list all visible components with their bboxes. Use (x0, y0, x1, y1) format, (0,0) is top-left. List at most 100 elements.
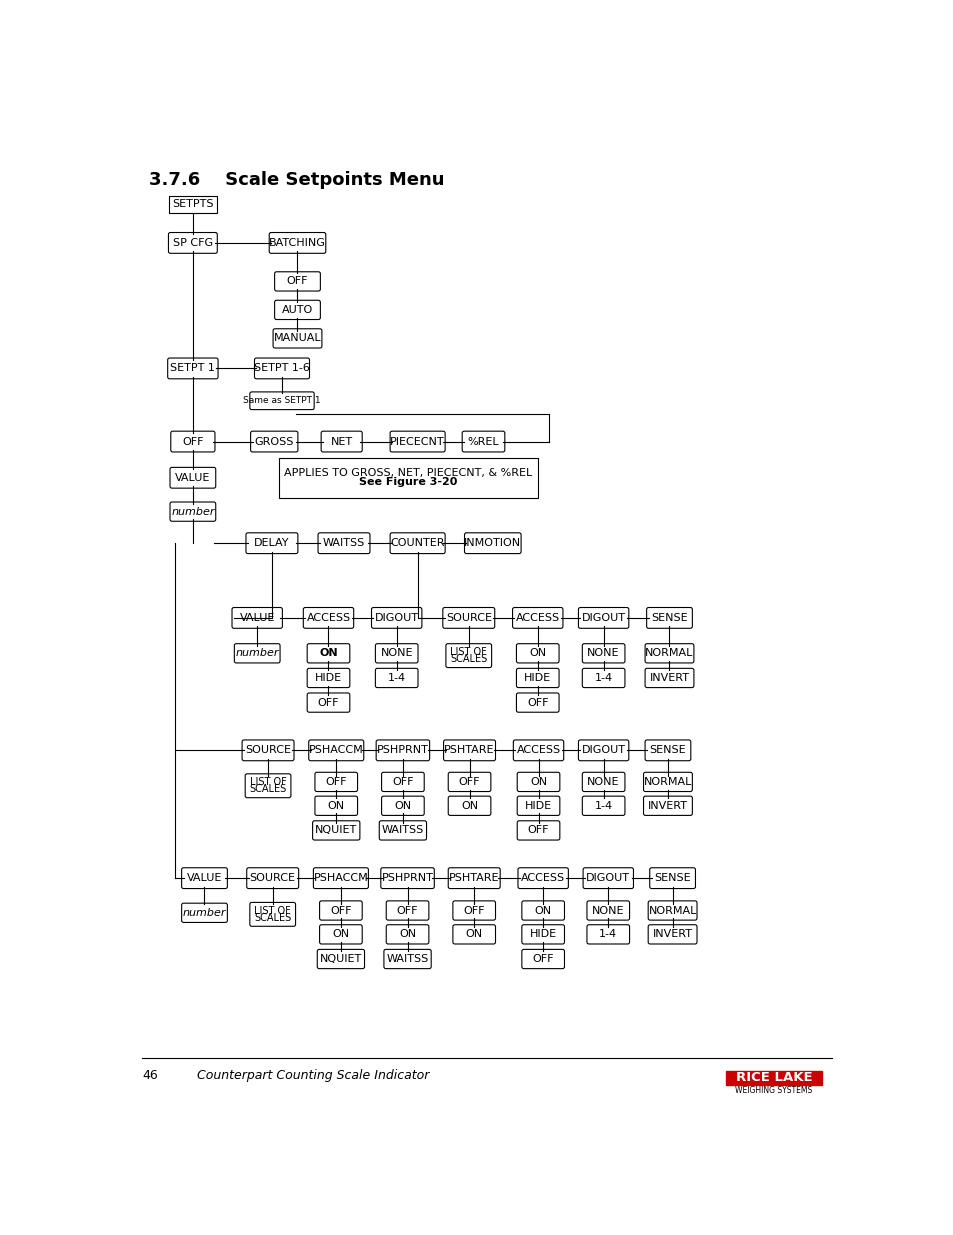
Text: ON: ON (332, 930, 349, 940)
Text: ON: ON (465, 930, 482, 940)
Text: ON: ON (530, 777, 546, 787)
Text: OFF: OFF (458, 777, 479, 787)
Text: HIDE: HIDE (523, 673, 551, 683)
Text: 3.7.6    Scale Setpoints Menu: 3.7.6 Scale Setpoints Menu (149, 172, 444, 189)
FancyBboxPatch shape (250, 903, 295, 926)
FancyBboxPatch shape (517, 868, 568, 888)
FancyBboxPatch shape (307, 643, 350, 663)
Text: PIECECNT: PIECECNT (390, 436, 444, 447)
FancyBboxPatch shape (578, 740, 628, 761)
FancyBboxPatch shape (245, 774, 291, 798)
Text: OFF: OFF (527, 825, 549, 835)
Text: HIDE: HIDE (524, 800, 552, 811)
FancyBboxPatch shape (169, 232, 217, 253)
FancyBboxPatch shape (319, 900, 362, 920)
FancyBboxPatch shape (170, 501, 215, 521)
FancyBboxPatch shape (442, 608, 495, 629)
Text: OFF: OFF (287, 277, 308, 287)
Text: INVERT: INVERT (652, 930, 692, 940)
Text: OFF: OFF (325, 777, 347, 787)
FancyBboxPatch shape (647, 900, 697, 920)
Text: INVERT: INVERT (649, 673, 689, 683)
Text: SETPT 1-6: SETPT 1-6 (253, 363, 310, 373)
Text: Same as SETPT 1: Same as SETPT 1 (243, 396, 320, 405)
Bar (169, 196, 216, 212)
Text: INMOTION: INMOTION (464, 538, 521, 548)
FancyBboxPatch shape (512, 608, 562, 629)
Text: ON: ON (398, 930, 416, 940)
FancyBboxPatch shape (307, 693, 350, 713)
FancyBboxPatch shape (246, 532, 297, 553)
FancyBboxPatch shape (445, 643, 491, 668)
FancyBboxPatch shape (586, 900, 629, 920)
Text: ON: ON (394, 800, 411, 811)
FancyBboxPatch shape (232, 608, 282, 629)
Text: number: number (183, 908, 226, 918)
Text: SOURCE: SOURCE (245, 746, 291, 756)
FancyBboxPatch shape (448, 797, 491, 815)
Text: LIST OF: LIST OF (250, 777, 286, 787)
Text: NORMAL: NORMAL (644, 648, 693, 658)
Text: SENSE: SENSE (649, 746, 685, 756)
Text: PSHPRNT: PSHPRNT (381, 873, 433, 883)
FancyBboxPatch shape (390, 532, 445, 553)
FancyBboxPatch shape (181, 903, 227, 923)
FancyBboxPatch shape (646, 608, 692, 629)
Text: 46: 46 (142, 1070, 158, 1082)
Text: NQUIET: NQUIET (319, 953, 361, 965)
Text: LIST OF: LIST OF (254, 906, 291, 916)
Text: HIDE: HIDE (314, 673, 342, 683)
FancyBboxPatch shape (274, 272, 320, 291)
FancyBboxPatch shape (643, 797, 692, 815)
Text: APPLIES TO GROSS, NET, PIECECNT, & %REL: APPLIES TO GROSS, NET, PIECECNT, & %REL (284, 468, 532, 478)
FancyBboxPatch shape (443, 740, 495, 761)
Text: number: number (171, 506, 214, 516)
FancyBboxPatch shape (644, 668, 693, 688)
Text: VALUE: VALUE (239, 613, 274, 622)
FancyBboxPatch shape (517, 772, 559, 792)
Text: OFF: OFF (182, 436, 203, 447)
FancyBboxPatch shape (517, 821, 559, 840)
FancyBboxPatch shape (647, 925, 697, 944)
Text: WAITSS: WAITSS (386, 953, 428, 965)
Text: PSHTARE: PSHTARE (449, 873, 499, 883)
Text: DIGOUT: DIGOUT (586, 873, 630, 883)
FancyBboxPatch shape (371, 608, 421, 629)
Text: AUTO: AUTO (281, 305, 313, 315)
Text: PSHACCM: PSHACCM (314, 873, 368, 883)
Text: number: number (235, 648, 278, 658)
Text: RICE LAKE: RICE LAKE (735, 1071, 812, 1084)
Text: 1-4: 1-4 (598, 930, 617, 940)
FancyBboxPatch shape (381, 772, 424, 792)
FancyBboxPatch shape (516, 643, 558, 663)
FancyBboxPatch shape (448, 772, 491, 792)
Text: OFF: OFF (317, 698, 339, 708)
FancyBboxPatch shape (581, 643, 624, 663)
FancyBboxPatch shape (453, 925, 495, 944)
FancyBboxPatch shape (375, 668, 417, 688)
Text: OFF: OFF (330, 905, 352, 915)
Text: NET: NET (331, 436, 353, 447)
FancyBboxPatch shape (390, 431, 445, 452)
Bar (725, 1071, 821, 1084)
FancyBboxPatch shape (448, 868, 499, 888)
Text: SETPT 1: SETPT 1 (171, 363, 215, 373)
Text: See Figure 3-20: See Figure 3-20 (358, 478, 457, 488)
FancyBboxPatch shape (250, 391, 314, 410)
FancyBboxPatch shape (380, 868, 434, 888)
Text: ON: ON (529, 648, 546, 658)
Text: PSHACCM: PSHACCM (309, 746, 363, 756)
Text: ON: ON (319, 648, 337, 658)
Text: VALUE: VALUE (175, 473, 211, 483)
FancyBboxPatch shape (578, 608, 628, 629)
FancyBboxPatch shape (313, 821, 359, 840)
Text: INVERT: INVERT (647, 800, 687, 811)
FancyBboxPatch shape (314, 772, 357, 792)
FancyBboxPatch shape (303, 608, 354, 629)
FancyBboxPatch shape (644, 643, 693, 663)
Text: SENSE: SENSE (651, 613, 687, 622)
Text: SOURCE: SOURCE (445, 613, 491, 622)
FancyBboxPatch shape (314, 797, 357, 815)
FancyBboxPatch shape (254, 358, 309, 379)
FancyBboxPatch shape (453, 900, 495, 920)
